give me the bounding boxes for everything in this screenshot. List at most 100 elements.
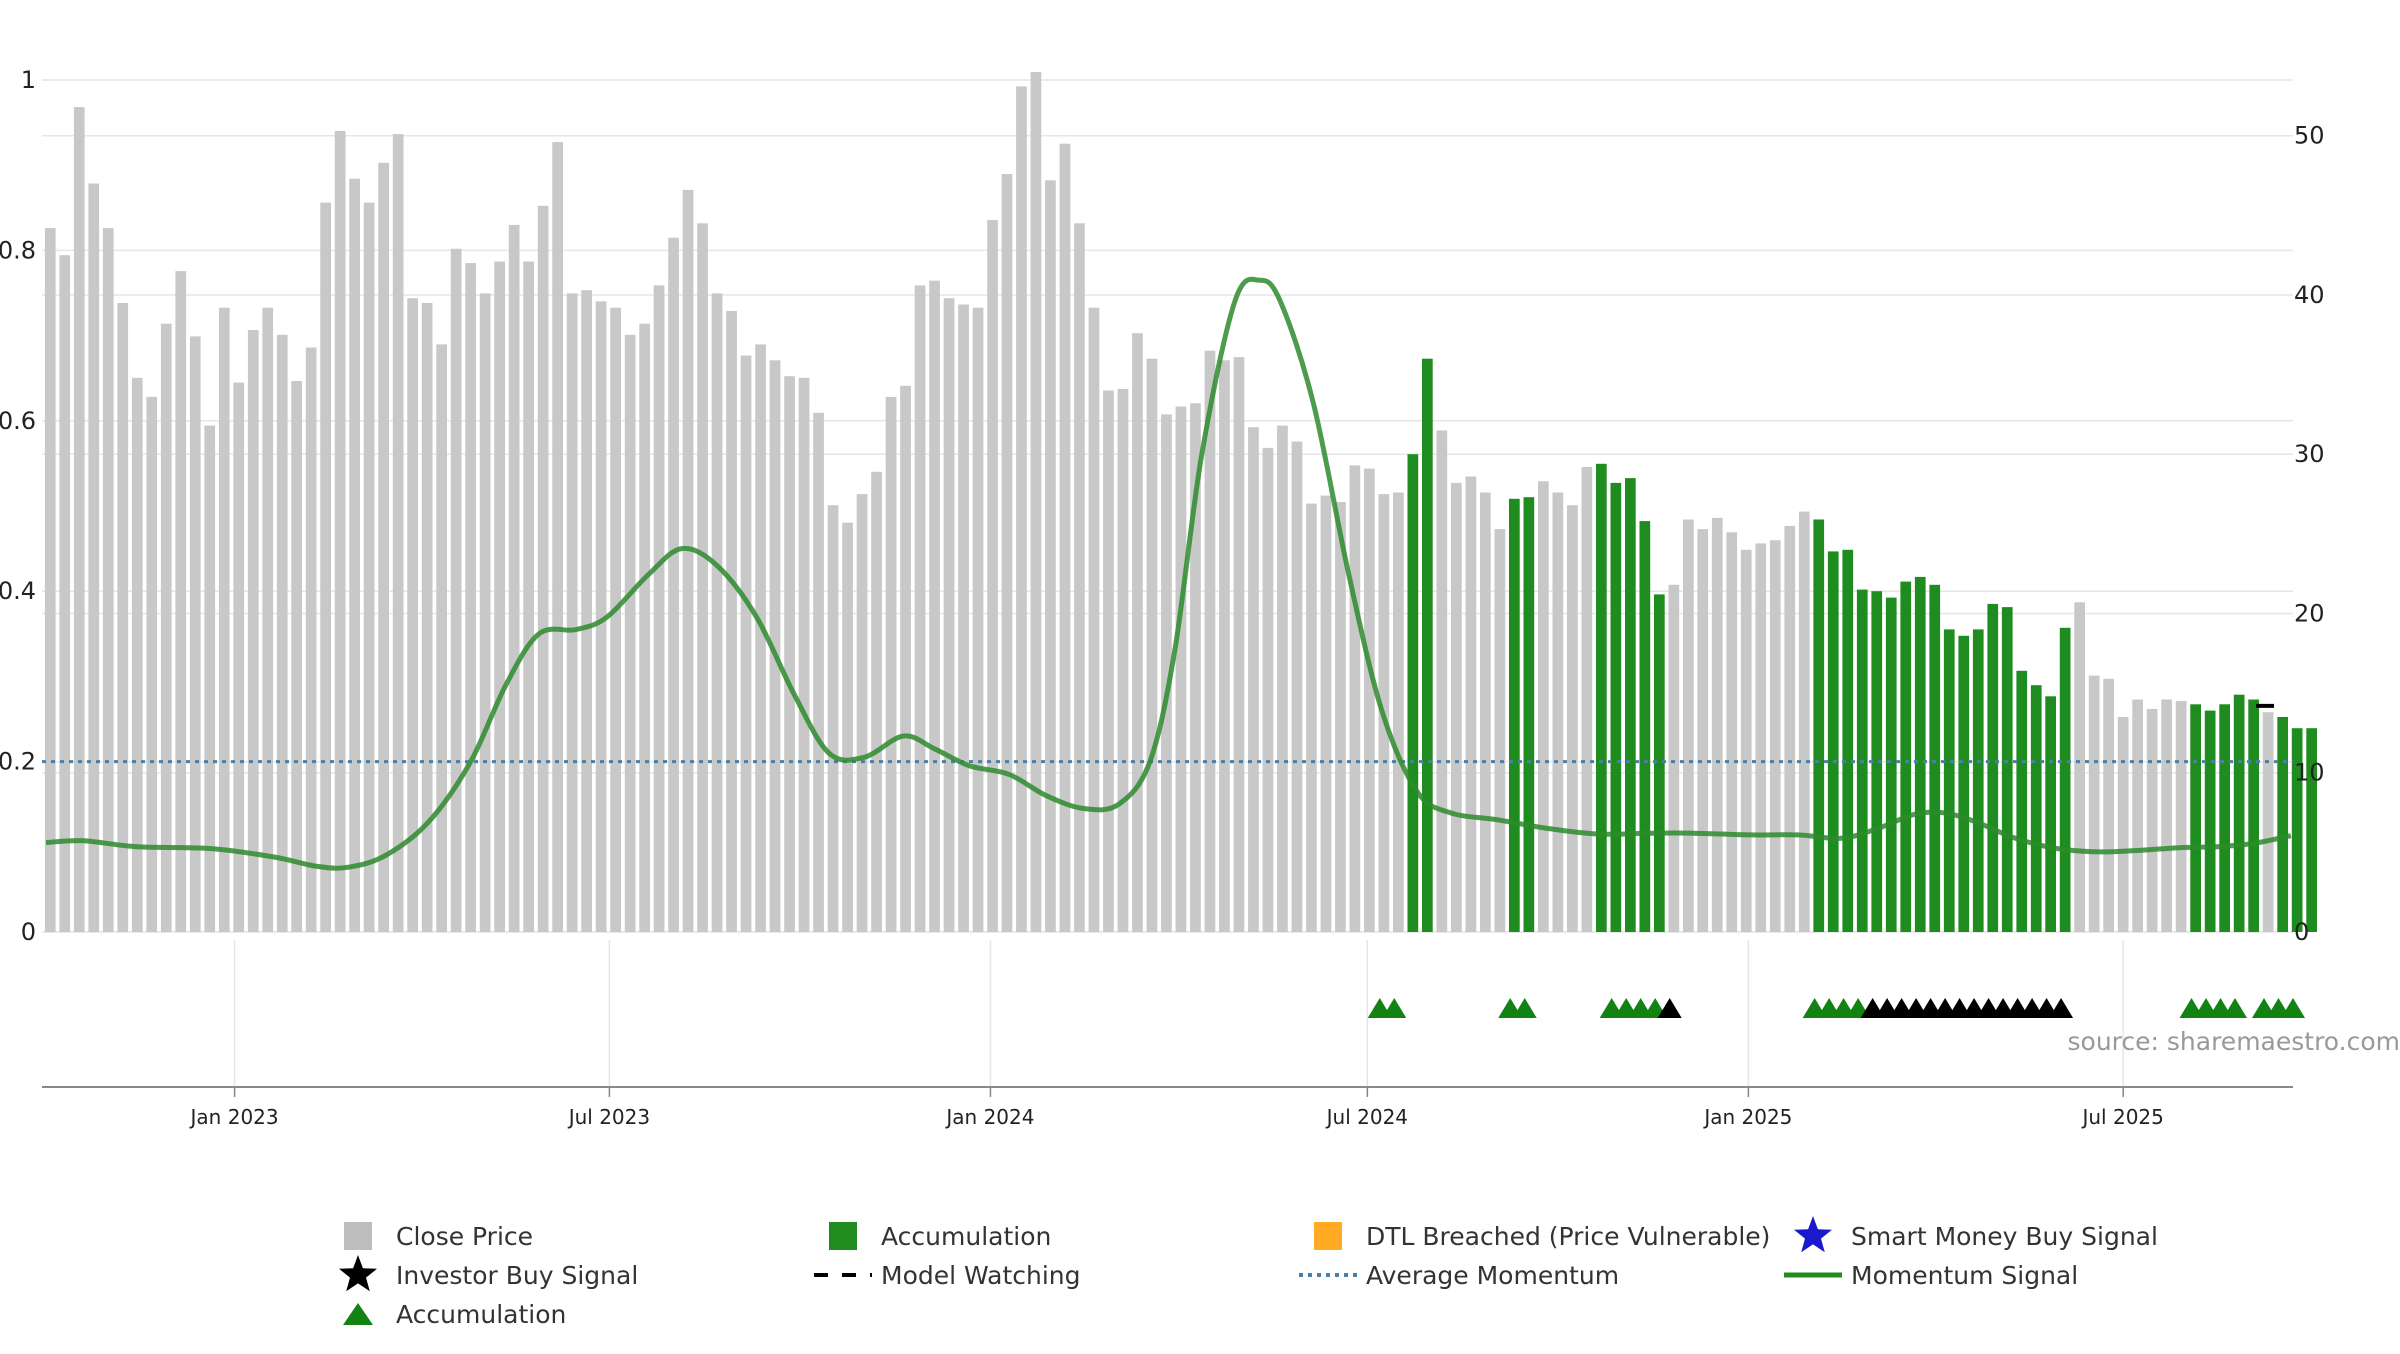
close-price-bar <box>726 311 737 932</box>
signals <box>1368 998 2305 1018</box>
legend-label: Accumulation <box>396 1300 566 1329</box>
close-price-bar <box>262 308 273 932</box>
legend-item: Model Watching <box>814 1261 1081 1290</box>
accumulation-bar <box>1915 577 1926 932</box>
grey-square-icon <box>344 1222 372 1250</box>
close-price-bar <box>1567 505 1578 932</box>
accumulation-bar <box>1408 454 1419 932</box>
close-price-bar <box>1016 86 1027 932</box>
close-price-bar <box>567 293 578 932</box>
investor-buy-marker <box>2049 998 2073 1018</box>
close-price-bar <box>2103 679 2114 932</box>
legend-label: Model Watching <box>881 1261 1081 1290</box>
accumulation-bar <box>1596 464 1607 932</box>
close-price-bar <box>1321 496 1332 932</box>
accumulation-bar <box>2031 685 2042 932</box>
accumulation-bar <box>1654 594 1665 932</box>
x-tick-label: Jul 2024 <box>1325 1105 1408 1129</box>
close-price-bar <box>2074 602 2085 932</box>
accumulation-bar <box>2234 695 2245 932</box>
close-price-bar <box>451 249 462 932</box>
close-price-bar <box>465 263 476 932</box>
close-price-bar <box>683 190 694 932</box>
close-price-bar <box>712 293 723 932</box>
legend-label: Average Momentum <box>1366 1261 1619 1290</box>
accumulation-bar <box>2002 607 2013 932</box>
accumulation-triangle <box>1382 998 1406 1018</box>
accumulation-triangle <box>2223 998 2247 1018</box>
close-price-bar <box>1306 504 1317 932</box>
green-square-icon <box>829 1222 857 1250</box>
accumulation-bar <box>1611 483 1622 932</box>
legend-item: Momentum Signal <box>1784 1261 2078 1290</box>
close-price-bar <box>987 220 998 932</box>
close-price-bar <box>1466 477 1477 933</box>
black-star-icon <box>339 1255 377 1291</box>
accumulation-bar <box>1944 629 1955 932</box>
close-price-bar <box>117 303 128 932</box>
close-price-bar <box>1219 360 1230 932</box>
x-tick-label: Jul 2023 <box>567 1105 650 1129</box>
close-price-bar <box>277 335 288 932</box>
close-price-bar <box>1784 526 1795 932</box>
close-price-bar <box>886 397 897 932</box>
close-price-bar <box>799 378 810 932</box>
legend-label: DTL Breached (Price Vulnerable) <box>1366 1222 1770 1251</box>
close-price-bar <box>625 335 636 932</box>
y-left-tick-label: 0 <box>21 918 36 946</box>
y-left-tick-label: 0.6 <box>0 407 36 435</box>
close-price-bar <box>1755 543 1766 932</box>
close-price-bar <box>929 281 940 932</box>
close-price-bar <box>1147 359 1158 932</box>
close-price-bar <box>190 336 201 932</box>
close-price-bar <box>1335 502 1346 932</box>
close-price-bar <box>1263 448 1274 932</box>
close-price-bar <box>1582 467 1593 932</box>
close-price-bar <box>1350 465 1361 932</box>
close-price-bar <box>958 305 969 933</box>
close-price-bar <box>248 330 259 932</box>
close-price-bar <box>538 206 549 932</box>
y-left-tick-label: 0.4 <box>0 577 36 605</box>
y-right-tick-label: 10 <box>2294 759 2325 787</box>
close-price-bar <box>1712 518 1723 932</box>
close-price-bar <box>784 376 795 932</box>
legend-label: Smart Money Buy Signal <box>1851 1222 2158 1251</box>
close-price-bar <box>1683 520 1694 933</box>
legend-item: Close Price <box>344 1222 533 1251</box>
close-price-bar <box>1031 72 1042 932</box>
close-price-bar <box>1364 469 1375 932</box>
legend-item: Accumulation <box>343 1300 566 1329</box>
price-bars <box>45 72 2317 932</box>
close-price-bar <box>161 324 172 932</box>
accumulation-bar <box>1886 598 1897 932</box>
legend-item: Accumulation <box>829 1222 1051 1251</box>
y-right-tick-label: 20 <box>2294 599 2325 627</box>
close-price-bar <box>1770 540 1781 932</box>
close-price-bar <box>291 381 302 932</box>
close-price-bar <box>755 344 766 932</box>
legend-label: Close Price <box>396 1222 533 1251</box>
close-price-bar <box>74 107 85 932</box>
close-price-bar <box>523 262 534 933</box>
close-price-bar <box>1292 442 1303 933</box>
y-left-tick-label: 0.2 <box>0 748 36 776</box>
close-price-bar <box>1697 529 1708 932</box>
close-price-bar <box>2147 709 2158 932</box>
close-price-bar <box>378 163 389 932</box>
close-price-bar <box>204 426 215 932</box>
close-price-bar <box>320 203 331 932</box>
close-price-bar <box>219 308 230 932</box>
accumulation-bar <box>1929 585 1940 932</box>
close-price-bar <box>1002 174 1013 932</box>
close-price-bar <box>45 228 56 932</box>
close-price-bar <box>436 344 447 932</box>
close-price-bar <box>944 298 955 932</box>
close-price-bar <box>1248 427 1259 932</box>
accumulation-bar <box>2045 696 2056 932</box>
close-price-bar <box>175 271 186 932</box>
accumulation-triangle <box>2281 998 2305 1018</box>
close-price-bar <box>2161 700 2172 933</box>
close-price-bar <box>1060 144 1071 932</box>
